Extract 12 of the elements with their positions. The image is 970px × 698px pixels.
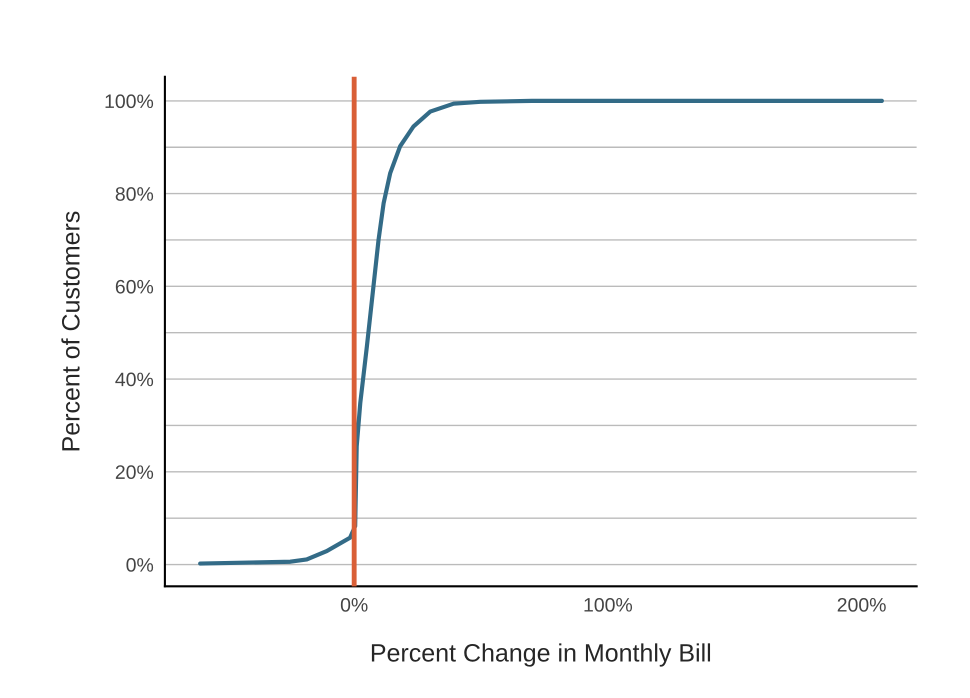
y-tick-label: 60% bbox=[116, 280, 154, 294]
y-tick-label: 80% bbox=[116, 187, 154, 201]
x-axis-title: Percent Change in Monthly Bill bbox=[372, 643, 710, 667]
x-tick-label: 200% bbox=[838, 598, 886, 612]
y-tick-label: 100% bbox=[106, 94, 154, 108]
y-tick-label: 20% bbox=[116, 465, 154, 480]
line-series bbox=[198, 98, 884, 566]
y-axis-title: Percent of Customers bbox=[61, 212, 80, 450]
y-tick-label: 40% bbox=[115, 372, 154, 386]
x-tick-label: 0% bbox=[340, 598, 368, 612]
y-tick-label: 0% bbox=[126, 558, 154, 572]
x-tick-label: 100% bbox=[584, 598, 632, 612]
